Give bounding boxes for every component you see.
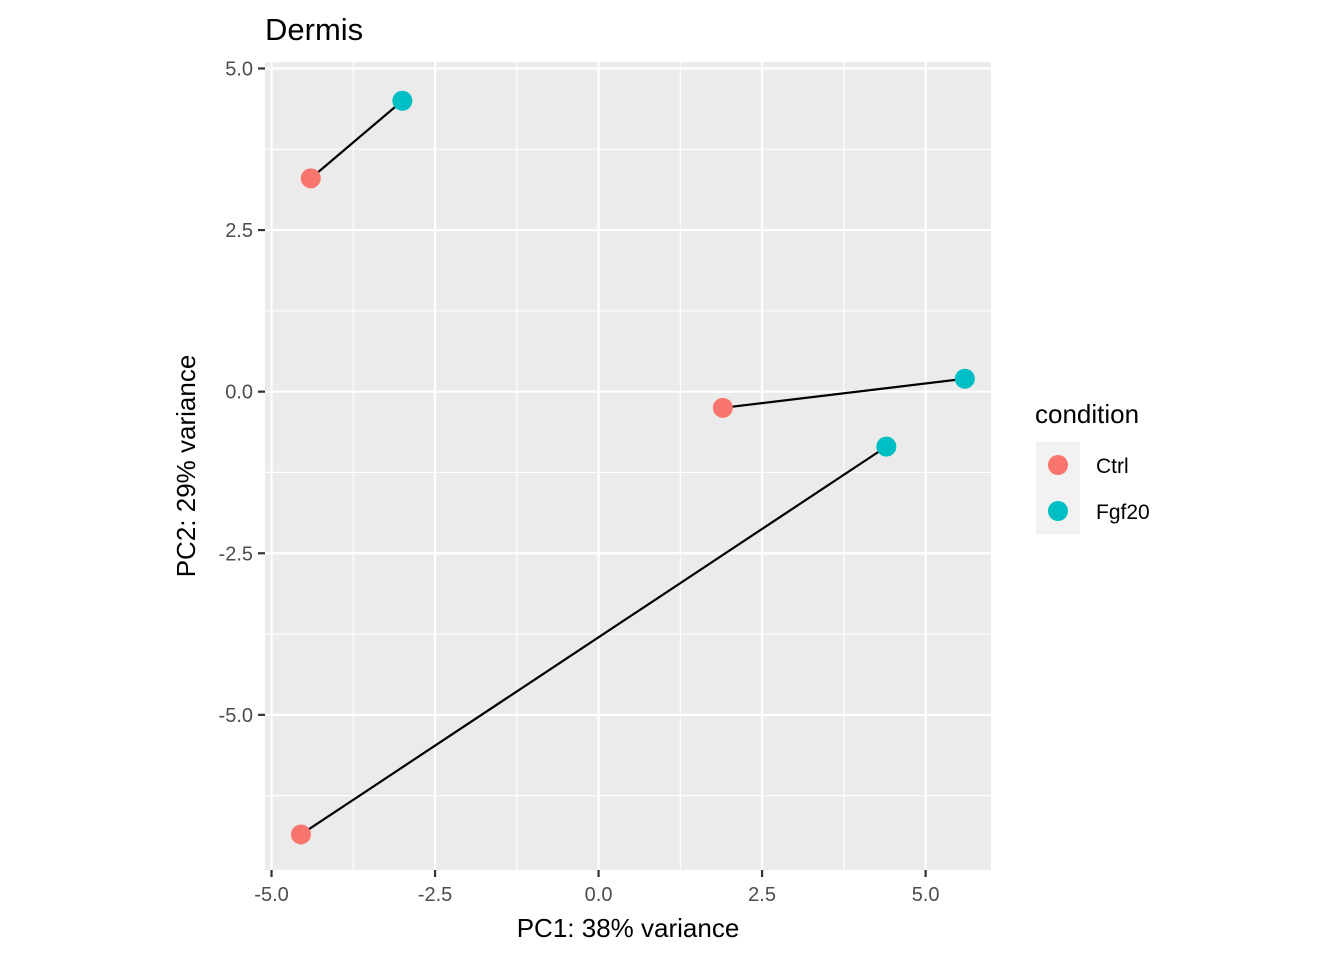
data-point-fgf20	[876, 436, 897, 457]
data-point-ctrl	[712, 397, 733, 418]
y-axis: -5.0 -2.5 0.0 2.5 5.0	[219, 58, 265, 727]
pair-segment	[300, 445, 887, 836]
plot-panel	[265, 62, 991, 870]
grid-major	[265, 62, 991, 870]
x-axis: -5.0 -2.5 0.0 2.5 5.0	[254, 870, 940, 906]
pair-segments	[300, 99, 965, 836]
data-point-ctrl	[300, 168, 321, 189]
x-tick-label: -5.0	[254, 884, 288, 906]
y-tick-label: 5.0	[225, 58, 253, 80]
y-tick-label: -2.5	[219, 543, 253, 565]
x-axis-title: PC1: 38% variance	[517, 913, 740, 943]
y-tick-label: 2.5	[225, 220, 253, 242]
plot-title: Dermis	[265, 12, 363, 47]
legend-label-ctrl: Ctrl	[1096, 455, 1129, 478]
legend-key-fgf20	[1048, 501, 1068, 521]
legend-entries: Ctrl Fgf20	[1036, 442, 1150, 534]
legend-title: condition	[1035, 399, 1139, 429]
legend: condition Ctrl Fgf20	[1035, 399, 1150, 534]
legend-key-ctrl	[1048, 455, 1068, 475]
x-tick-label: 2.5	[748, 884, 776, 906]
data-point-fgf20	[954, 368, 975, 389]
y-tick-label: 0.0	[225, 382, 253, 404]
legend-label-fgf20: Fgf20	[1096, 501, 1150, 524]
x-tick-label: -2.5	[418, 884, 452, 906]
grid-minor	[265, 62, 991, 870]
x-tick-label: 0.0	[585, 884, 613, 906]
data-point-fgf20	[392, 90, 413, 111]
x-tick-label: 5.0	[912, 884, 940, 906]
pair-segment	[722, 377, 965, 409]
pair-segment	[310, 99, 404, 180]
y-tick-label: -5.0	[219, 705, 253, 727]
data-point-ctrl	[290, 824, 311, 845]
data-points	[290, 90, 975, 845]
y-axis-title: PC2: 29% variance	[171, 355, 201, 578]
